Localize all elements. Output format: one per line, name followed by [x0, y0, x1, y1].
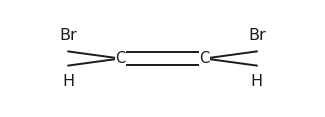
Text: Br: Br: [248, 28, 266, 43]
Text: H: H: [251, 74, 263, 89]
Text: C: C: [200, 51, 210, 66]
Text: H: H: [62, 74, 74, 89]
Text: Br: Br: [59, 28, 77, 43]
Text: C: C: [115, 51, 125, 66]
